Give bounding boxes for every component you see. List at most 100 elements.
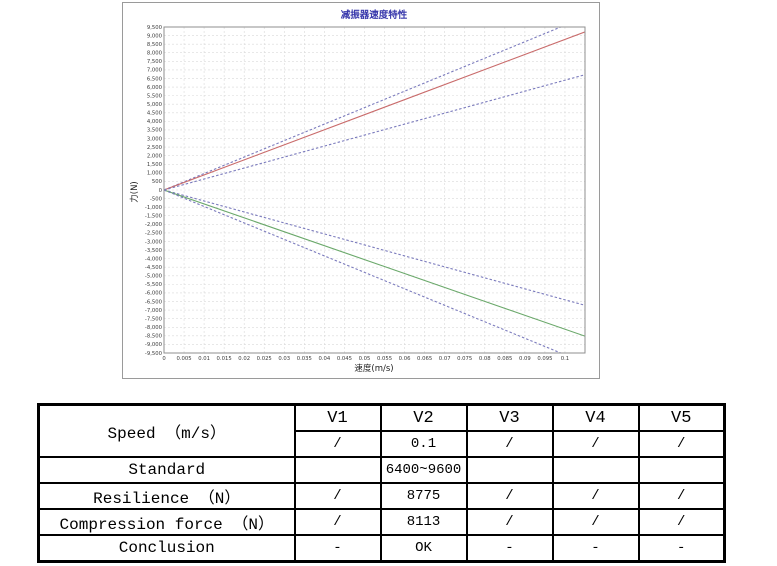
- series-line-compression-lower-limit: [164, 189, 585, 306]
- speed-value-v5: /: [637, 430, 726, 458]
- row-label-compression: Compression force （N）: [37, 508, 296, 536]
- table-row-resilience: Resilience （N） / 8775 / / /: [37, 482, 726, 510]
- standard-value-v2: 6400~9600: [379, 456, 468, 484]
- velocity-characteristic-chart: 9,500 9,000 8,500 8,000 7,500 7,000 6,500 6,000…: [129, 9, 586, 374]
- compression-value-v1: /: [293, 508, 382, 536]
- svg-text:-4,000: -4,000: [145, 256, 163, 262]
- x-axis-label: 速度(m/s): [354, 363, 393, 374]
- svg-text:0: 0: [162, 356, 166, 362]
- svg-text:500: 500: [152, 179, 163, 185]
- series-line-rebound-upper-limit: [164, 27, 563, 191]
- x-tick-labels: 0 0.005 0.01 0.015 0.02 0.025 0.03 0.035 0.04 0.0…: [162, 356, 569, 362]
- svg-text:-1,500: -1,500: [145, 214, 163, 220]
- svg-text:-7,500: -7,500: [145, 316, 163, 322]
- resilience-value-v2: 8775: [379, 482, 468, 510]
- svg-text:0.07: 0.07: [439, 356, 451, 362]
- column-header-v5: V5: [637, 403, 726, 432]
- svg-text:4,500: 4,500: [147, 111, 163, 117]
- svg-text:5,500: 5,500: [147, 93, 163, 99]
- svg-text:-2,500: -2,500: [145, 231, 163, 237]
- svg-text:2,500: 2,500: [147, 145, 163, 151]
- row-label-standard: Standard: [37, 456, 296, 484]
- resilience-value-v4: /: [551, 482, 640, 510]
- svg-text:0.085: 0.085: [497, 356, 512, 362]
- svg-text:9,500: 9,500: [147, 25, 163, 31]
- svg-text:0.035: 0.035: [297, 356, 312, 362]
- svg-text:0: 0: [159, 188, 163, 194]
- svg-text:-9,000: -9,000: [145, 342, 163, 348]
- conclusion-value-v3: -: [465, 534, 554, 563]
- speed-value-v2: 0.1: [379, 430, 468, 458]
- plot-frame: [163, 26, 586, 354]
- standard-value-v1: [293, 456, 382, 484]
- compression-value-v5: /: [637, 508, 726, 536]
- standard-value-v3: [465, 456, 554, 484]
- y-tick-labels: 9,500 9,000 8,500 8,000 7,500 7,000 6,500 6,000…: [145, 25, 163, 357]
- conclusion-value-v1: -: [293, 534, 382, 563]
- table-row-compression: Compression force （N） / 8113 / / /: [37, 508, 726, 536]
- svg-text:9,000: 9,000: [147, 33, 163, 39]
- resilience-value-v5: /: [637, 482, 726, 510]
- conclusion-value-v4: -: [551, 534, 640, 563]
- svg-text:-6,500: -6,500: [145, 299, 163, 305]
- svg-text:-3,500: -3,500: [145, 248, 163, 254]
- svg-text:0.055: 0.055: [377, 356, 392, 362]
- svg-text:0.065: 0.065: [417, 356, 432, 362]
- table-row-standard: Standard 6400~9600: [37, 456, 726, 484]
- svg-text:-2,000: -2,000: [145, 222, 163, 228]
- svg-text:0.09: 0.09: [519, 356, 531, 362]
- speed-value-v3: /: [465, 430, 554, 458]
- column-header-v1: V1: [293, 403, 382, 432]
- grid-lines: [163, 26, 585, 354]
- svg-text:0.075: 0.075: [457, 356, 472, 362]
- svg-text:3,000: 3,000: [147, 136, 163, 142]
- standard-value-v5: [637, 456, 726, 484]
- svg-text:0.015: 0.015: [217, 356, 232, 362]
- row-label-conclusion: Conclusion: [37, 534, 296, 563]
- svg-text:8,000: 8,000: [147, 51, 163, 57]
- conclusion-value-v2: OK: [379, 534, 468, 563]
- column-header-v3: V3: [465, 403, 554, 432]
- compression-value-v2: 8113: [379, 508, 468, 536]
- svg-text:-9,500: -9,500: [145, 351, 163, 357]
- svg-text:0.02: 0.02: [238, 356, 250, 362]
- row-label-resilience: Resilience （N）: [37, 482, 296, 510]
- svg-text:0.045: 0.045: [337, 356, 352, 362]
- compression-value-v3: /: [465, 508, 554, 536]
- speed-value-v1: /: [293, 430, 382, 458]
- y-axis-label: 力(N): [129, 181, 140, 203]
- series-line-compression-upper-limit: [164, 189, 563, 353]
- svg-text:-3,000: -3,000: [145, 239, 163, 245]
- chart-panel: 9,500 9,000 8,500 8,000 7,500 7,000 6,500 6,000…: [122, 2, 600, 379]
- resilience-value-v3: /: [465, 482, 554, 510]
- results-table: Speed （m/s） V1 V2 V3 V4 V5 / 0.1 / / / S…: [37, 403, 726, 563]
- chart-title: 减振器速度特性: [341, 9, 408, 21]
- svg-text:-8,500: -8,500: [145, 334, 163, 340]
- svg-text:6,000: 6,000: [147, 85, 163, 91]
- svg-text:0.01: 0.01: [198, 356, 210, 362]
- series-line-rebound-measured: [164, 31, 585, 191]
- svg-text:8,500: 8,500: [147, 42, 163, 48]
- svg-text:0.095: 0.095: [537, 356, 552, 362]
- svg-text:7,000: 7,000: [147, 68, 163, 74]
- svg-text:2,000: 2,000: [147, 153, 163, 159]
- svg-text:-500: -500: [150, 196, 163, 202]
- resilience-value-v1: /: [293, 482, 382, 510]
- column-header-v4: V4: [551, 403, 640, 432]
- svg-text:5,000: 5,000: [147, 102, 163, 108]
- compression-value-v4: /: [551, 508, 640, 536]
- svg-text:-6,000: -6,000: [145, 291, 163, 297]
- series-line-compression-measured: [164, 189, 585, 337]
- svg-text:-4,500: -4,500: [145, 265, 163, 271]
- row-label-speed: Speed （m/s）: [37, 403, 296, 458]
- svg-text:0.005: 0.005: [176, 356, 191, 362]
- svg-text:0.06: 0.06: [399, 356, 411, 362]
- svg-text:-8,000: -8,000: [145, 325, 163, 331]
- svg-text:7,500: 7,500: [147, 59, 163, 65]
- svg-text:1,000: 1,000: [147, 171, 163, 177]
- column-header-v2: V2: [379, 403, 468, 432]
- standard-value-v4: [551, 456, 640, 484]
- svg-text:0.04: 0.04: [318, 356, 330, 362]
- table-row-speed-values: / 0.1 / / /: [39, 430, 726, 458]
